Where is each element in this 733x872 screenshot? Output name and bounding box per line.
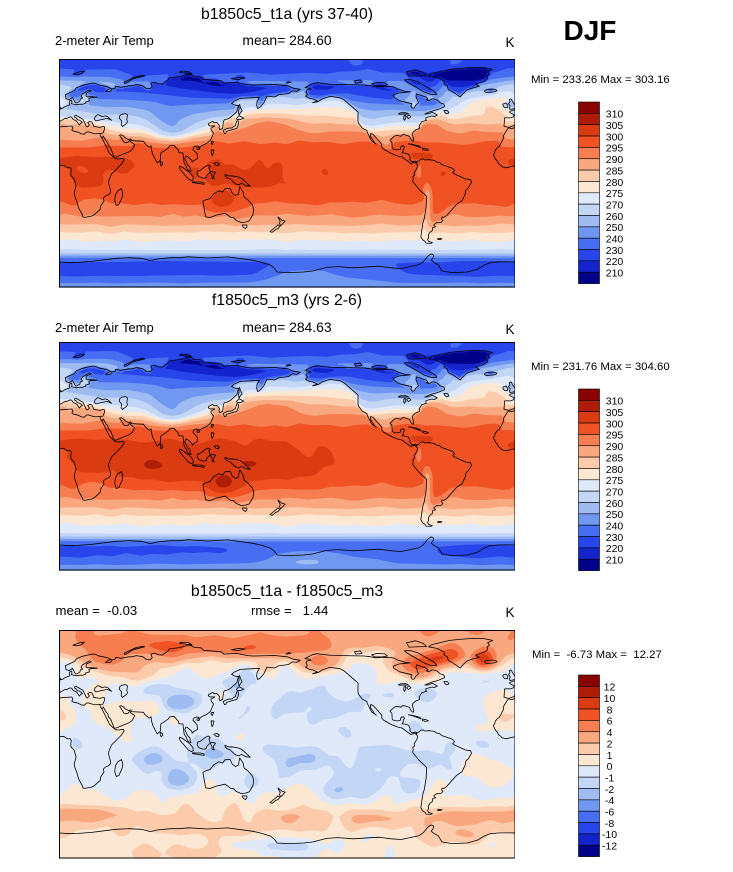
svg-text:300: 300 [606,132,624,144]
svg-text:280: 280 [606,464,624,476]
svg-text:275: 275 [606,188,624,200]
svg-text:6: 6 [607,716,613,728]
svg-text:280: 280 [606,177,624,189]
svg-text:300: 300 [606,418,624,430]
svg-text:260: 260 [606,498,624,510]
svg-text:-8: -8 [605,818,614,830]
svg-text:220: 220 [606,257,624,269]
svg-text:290: 290 [606,154,624,166]
svg-text:240: 240 [606,234,624,246]
svg-text:2: 2 [607,738,613,750]
svg-text:12: 12 [604,682,616,694]
svg-text:4: 4 [607,727,613,739]
svg-text:1: 1 [607,750,613,762]
svg-text:-12: -12 [602,841,617,853]
svg-text:250: 250 [606,223,624,235]
svg-text:285: 285 [606,166,624,178]
svg-text:230: 230 [606,532,624,544]
svg-text:310: 310 [606,395,624,407]
svg-text:-2: -2 [605,784,614,796]
svg-text:270: 270 [606,486,624,498]
svg-text:0: 0 [607,761,613,773]
svg-text:-10: -10 [602,829,617,841]
svg-text:-4: -4 [605,795,614,807]
svg-text:220: 220 [606,543,624,555]
svg-text:250: 250 [606,509,624,521]
svg-text:260: 260 [606,211,624,223]
svg-text:310: 310 [606,109,624,121]
svg-text:240: 240 [606,520,624,532]
svg-text:8: 8 [607,704,613,716]
svg-text:295: 295 [606,143,624,155]
svg-text:270: 270 [606,200,624,212]
svg-text:-6: -6 [605,807,614,819]
svg-text:285: 285 [606,452,624,464]
svg-text:290: 290 [606,441,624,453]
svg-text:305: 305 [606,120,624,132]
svg-text:295: 295 [606,429,624,441]
svg-text:305: 305 [606,407,624,419]
svg-text:210: 210 [606,554,624,566]
svg-text:230: 230 [606,245,624,257]
svg-text:10: 10 [604,693,616,705]
svg-text:-1: -1 [605,772,614,784]
svg-text:210: 210 [606,268,624,280]
svg-text:275: 275 [606,475,624,487]
